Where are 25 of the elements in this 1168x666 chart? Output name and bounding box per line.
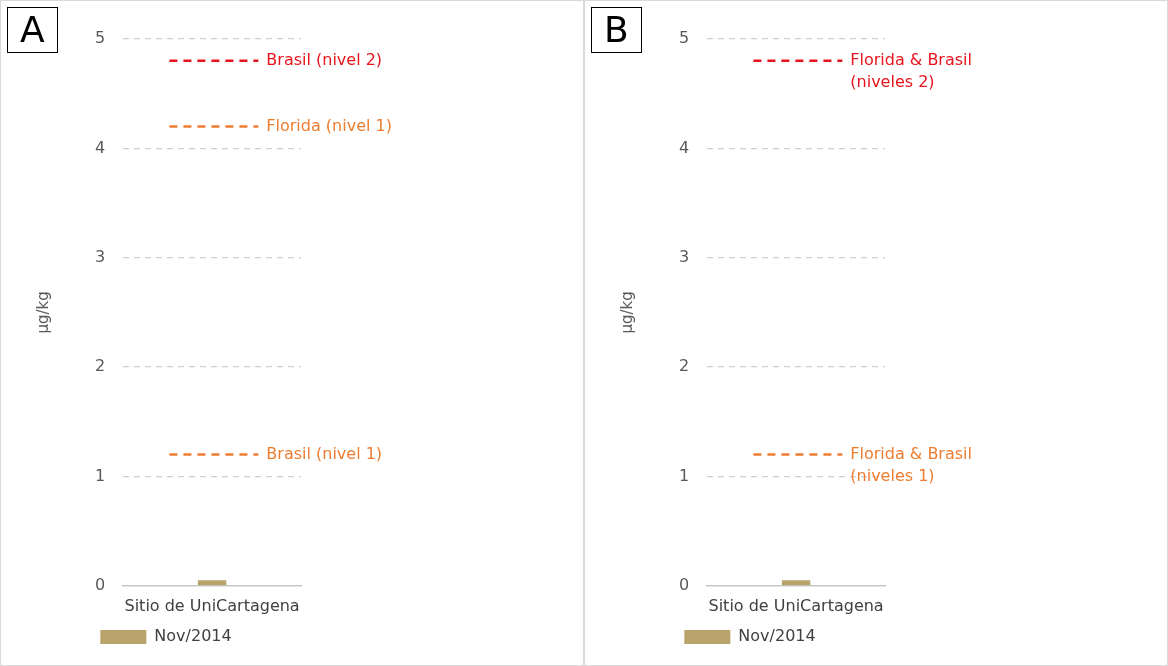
y-tick-label: 3	[94, 246, 106, 266]
ref-line-label: Brasil (nivel 1)	[266, 443, 383, 463]
ref-line-label: Florida & Brasil (niveles 1)	[850, 443, 972, 485]
x-tick-label: Sitio de UniCartagena	[708, 595, 884, 615]
legend-label: Nov/2014	[154, 626, 232, 646]
y-tick-label: 4	[678, 137, 690, 157]
y-tick-label: 3	[678, 246, 690, 266]
y-tick-label: 1	[94, 465, 106, 485]
y-tick-label: 4	[94, 137, 106, 157]
y-tick-label: 2	[678, 356, 690, 376]
y-axis-title: µg/kg	[33, 291, 52, 334]
legend-label: Nov/2014	[738, 626, 816, 646]
ref-line-label: Florida (nivel 1)	[266, 115, 392, 135]
y-tick-label: 2	[94, 356, 106, 376]
ref-line-label: Florida & Brasil (niveles 2)	[850, 50, 972, 92]
chart-title: A	[7, 7, 58, 53]
y-tick-label: 5	[94, 28, 106, 48]
chart-title: B	[591, 7, 642, 53]
y-tick-label: 0	[678, 574, 690, 594]
y-tick-label: 1	[678, 465, 690, 485]
x-tick-label: Sitio de UniCartagena	[124, 595, 300, 615]
y-tick-label: 5	[678, 28, 690, 48]
y-axis-title: µg/kg	[617, 291, 636, 334]
y-tick-label: 0	[94, 574, 106, 594]
ref-line-label: Brasil (nivel 2)	[266, 50, 383, 70]
